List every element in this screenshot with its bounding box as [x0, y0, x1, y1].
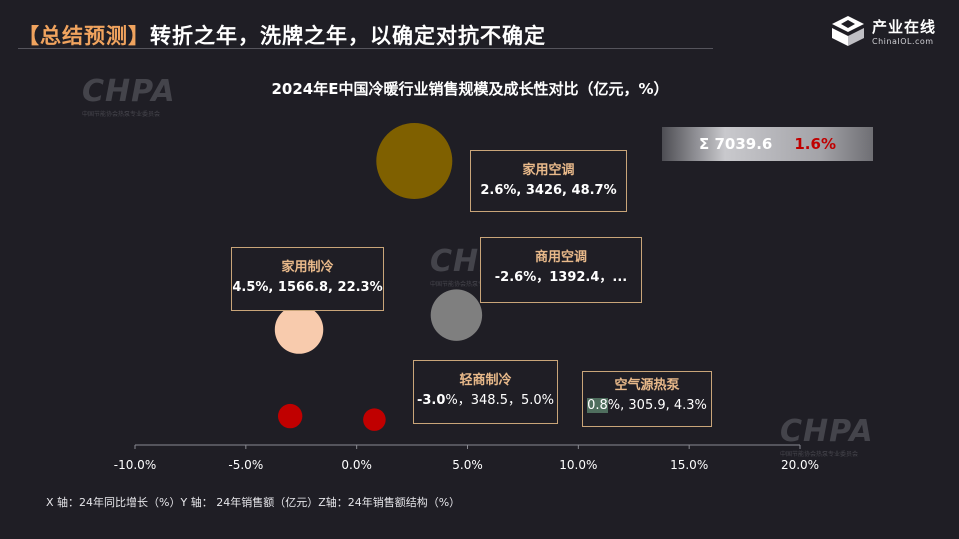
watermark-brand: CHPA [82, 74, 176, 109]
x-tick-label: 15.0% [670, 458, 708, 472]
logo-cube-icon [832, 16, 864, 46]
label-name: 空气源热泵 [614, 378, 680, 393]
label-box-air-source-heat-pump: 空气源热泵 0.8%, 305.9, 4.3% [582, 371, 712, 427]
watermark-top-left: CHPA 中国节能协会热泵专业委员会 [82, 74, 176, 118]
label-values: 2.6%, 3426, 48.7% [480, 183, 617, 198]
label-box-light-commercial-refrigeration: 轻商制冷 -3.0%，348.5，5.0% [413, 360, 558, 424]
total-growth: 1.6% [794, 135, 836, 153]
bubble-轻商制冷 [277, 403, 303, 429]
title-text: 转折之年，洗牌之年，以确定对抗不确定 [150, 24, 546, 48]
label-name: 家用空调 [522, 163, 575, 178]
label-value-rest: %，348.5，5.0% [445, 393, 555, 408]
label-values: -3.0%，348.5，5.0% [414, 391, 557, 411]
page-title: 【总结预测】转折之年，洗牌之年，以确定对抗不确定 [18, 20, 546, 50]
logo-name: 产业在线 [872, 18, 937, 36]
title-tag: 【总结预测】 [18, 24, 150, 48]
chart-title: 2024年E中国冷暖行业销售规模及成长性对比（亿元，%） [271, 80, 669, 98]
bubble-空气源热泵 [363, 408, 386, 431]
axis-footnote: X 轴：24年同比增长（%）Y 轴： 24年销售额（亿元）Z轴：24年销售额结构… [46, 496, 461, 509]
label-box-household-refrigeration: 家用制冷 4.5%, 1566.8, 22.3% [231, 247, 384, 311]
label-values: -2.6%，1392.4，... [494, 270, 628, 285]
label-box-commercial-ac: 商用空调 -2.6%，1392.4，... [480, 237, 642, 303]
label-value-rest: %, 305.9, 4.3% [607, 398, 707, 413]
header-divider [18, 48, 713, 49]
label-box-household-ac: 家用空调 2.6%, 3426, 48.7% [470, 150, 627, 212]
x-tick-label: -10.0% [114, 458, 156, 472]
watermark-brand: CHPA [780, 414, 874, 449]
logo-domain: ChinaIOL.com [872, 37, 934, 46]
x-tick-label: -5.0% [228, 458, 263, 472]
watermark-org: 中国节能协会热泵专业委员会 [780, 451, 859, 458]
bubble-商用空调 [274, 305, 324, 354]
x-tick-label: 0.0% [341, 458, 372, 472]
label-values: 4.5%, 1566.8, 22.3% [232, 280, 383, 295]
label-name: 商用空调 [534, 250, 587, 265]
bubble-家用制冷 [430, 289, 483, 341]
label-value-bold: -3.0 [416, 393, 446, 408]
label-name: 轻商制冷 [459, 373, 512, 388]
x-tick-label: 5.0% [452, 458, 483, 472]
label-values: 0.8%, 305.9, 4.3% [583, 396, 711, 416]
x-tick-label: 20.0% [781, 458, 819, 472]
watermark-org: 中国节能协会热泵专业委员会 [82, 111, 161, 118]
label-name: 家用制冷 [281, 260, 334, 275]
label-value-highlight: 0.8 [587, 398, 608, 413]
total-value: Σ 7039.6 [699, 135, 773, 153]
watermark-org: 中国节能协会热泵专业委员会 [430, 281, 509, 288]
watermark-bottom-right: CHPA 中国节能协会热泵专业委员会 [780, 414, 874, 458]
brand-logo: 产业在线 ChinaIOL.com [830, 14, 936, 48]
x-tick-label: 10.0% [559, 458, 597, 472]
total-summary-box: Σ 7039.6 1.6% [662, 127, 873, 161]
bubble-家用空调 [376, 123, 453, 200]
